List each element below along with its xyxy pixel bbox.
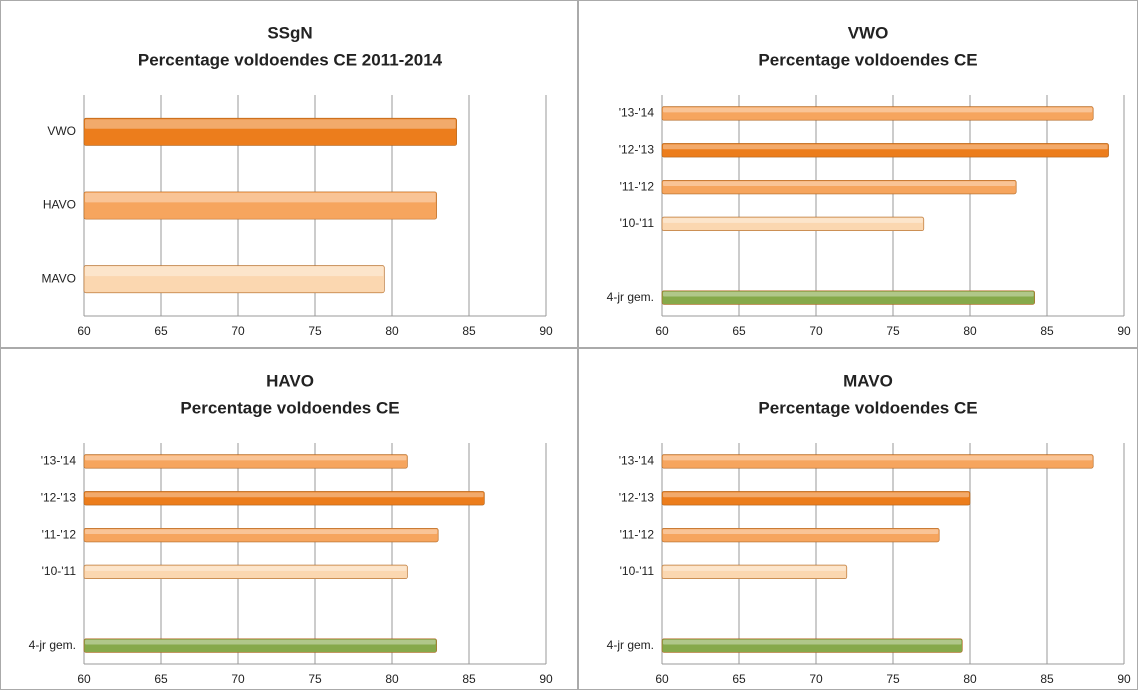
y-tick-label: VWO (47, 124, 76, 138)
bar-gloss (85, 566, 407, 571)
x-tick-label: 70 (809, 324, 823, 338)
x-tick-label: 80 (963, 672, 977, 686)
bar (661, 638, 963, 653)
y-tick-label: 4-jr gem. (607, 638, 654, 652)
bar-gloss (663, 181, 1016, 187)
x-tick-label: 65 (732, 324, 746, 338)
bar-gloss (663, 107, 1093, 113)
y-tick-label: '12-'13 (41, 490, 77, 504)
chart-subtitle: Percentage voldoendes CE (758, 398, 977, 417)
x-tick-label: 65 (154, 324, 168, 338)
bar-gloss (663, 455, 1093, 461)
bar-gloss (663, 291, 1034, 297)
x-tick-label: 90 (1117, 324, 1131, 338)
bar (83, 638, 437, 653)
y-tick-label: '11-'12 (620, 527, 655, 541)
x-tick-label: 85 (1040, 324, 1054, 338)
x-tick-label: 75 (308, 324, 322, 338)
x-tick-label: 70 (231, 324, 245, 338)
x-tick-label: 65 (154, 672, 168, 686)
y-tick-label: '10-'11 (620, 216, 655, 230)
chart-title: VWO (848, 23, 889, 42)
bar (661, 179, 1017, 195)
bar-gloss (663, 144, 1108, 150)
y-tick-label: '13-'14 (41, 454, 77, 468)
chart-title: SSgN (267, 23, 312, 42)
x-tick-label: 60 (77, 324, 91, 338)
chart-title: MAVO (843, 371, 893, 390)
x-tick-label: 60 (655, 672, 669, 686)
bar (661, 106, 1094, 121)
bar (661, 454, 1094, 469)
bar-gloss (85, 639, 436, 645)
bar (83, 191, 437, 220)
y-tick-label: 4-jr gem. (607, 290, 654, 304)
x-tick-label: 60 (655, 324, 669, 338)
bar (83, 454, 408, 469)
bar-gloss (663, 492, 969, 498)
y-tick-label: '12-'13 (619, 490, 655, 504)
bar-gloss (85, 529, 438, 535)
bar (661, 564, 848, 580)
x-tick-label: 75 (886, 324, 900, 338)
chart-subtitle: Percentage voldoendes CE 2011-2014 (138, 50, 443, 69)
y-tick-label: '10-'11 (620, 564, 655, 578)
x-tick-label: 75 (308, 672, 322, 686)
bar-gloss (85, 492, 484, 498)
bar (83, 491, 485, 506)
x-tick-label: 90 (539, 672, 553, 686)
bar (661, 143, 1109, 158)
bar-gloss (85, 119, 456, 129)
bar (661, 216, 925, 232)
x-tick-label: 85 (462, 672, 476, 686)
bar (83, 564, 408, 580)
y-tick-label: '13-'14 (619, 106, 655, 120)
bar-gloss (663, 639, 962, 645)
chart-title: HAVO (266, 371, 314, 390)
y-tick-label: '10-'11 (42, 564, 77, 578)
x-tick-label: 80 (385, 672, 399, 686)
bar-gloss (663, 566, 846, 571)
bar (661, 527, 940, 543)
bar (661, 491, 971, 506)
x-tick-label: 90 (539, 324, 553, 338)
bar (83, 527, 439, 543)
x-tick-label: 80 (385, 324, 399, 338)
bar (661, 290, 1035, 305)
x-tick-label: 85 (1040, 672, 1054, 686)
bar (83, 117, 457, 146)
bar-gloss (663, 529, 939, 535)
y-tick-label: '11-'12 (620, 179, 655, 193)
x-tick-label: 60 (77, 672, 91, 686)
y-tick-label: '11-'12 (42, 527, 77, 541)
y-tick-label: MAVO (42, 271, 76, 285)
bar-gloss (85, 266, 384, 277)
bar-gloss (85, 192, 436, 203)
x-tick-label: 85 (462, 324, 476, 338)
y-tick-label: 4-jr gem. (29, 638, 76, 652)
chart-subtitle: Percentage voldoendes CE (758, 50, 977, 69)
y-tick-label: '12-'13 (619, 142, 655, 156)
x-tick-label: 90 (1117, 672, 1131, 686)
bar-gloss (663, 218, 923, 223)
x-tick-label: 80 (963, 324, 977, 338)
x-tick-label: 70 (231, 672, 245, 686)
x-tick-label: 70 (809, 672, 823, 686)
bar-gloss (85, 455, 407, 461)
x-tick-label: 75 (886, 672, 900, 686)
x-tick-label: 65 (732, 672, 746, 686)
chart-subtitle: Percentage voldoendes CE (180, 398, 399, 417)
y-tick-label: '13-'14 (619, 454, 655, 468)
y-tick-label: HAVO (43, 198, 76, 212)
bar (83, 265, 385, 294)
